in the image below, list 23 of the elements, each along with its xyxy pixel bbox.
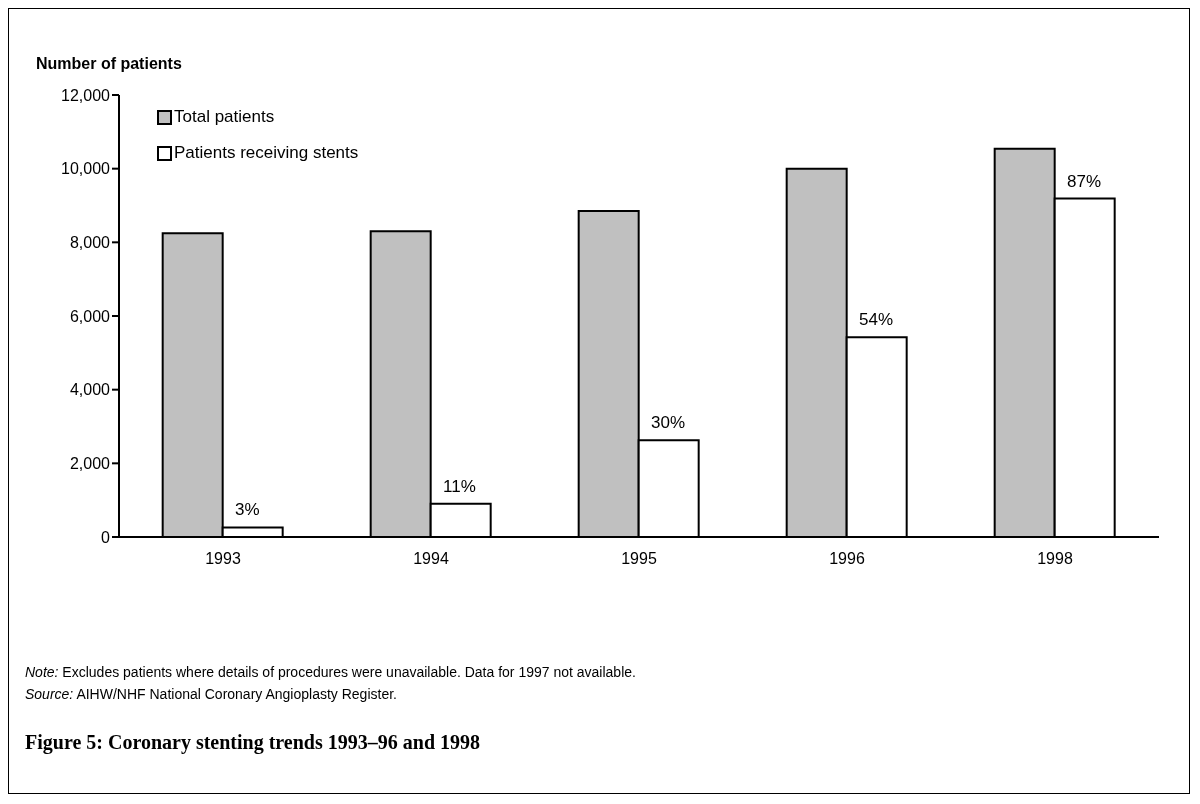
annotation: 87% [1067,171,1102,191]
annotation: 3% [235,500,260,520]
legend-label: Patients receiving stents [174,143,359,163]
x-tick-label: 1998 [1037,550,1073,568]
annotation: 11% [443,476,476,496]
y-tick-label: 10,000 [61,160,111,178]
source-note: Source: AIHW/NHF National Coronary Angioplasty Register. [25,685,398,704]
y-tick-label: 0 [101,528,111,546]
x-tick-label: 1993 [205,550,241,568]
y-tick-label: 6,000 [69,307,111,325]
legend-label: Total patients [174,107,275,127]
y-axis-title: Number of patients [36,55,182,73]
y-tick-label: 4,000 [69,381,111,399]
y-tick-label: 2,000 [69,455,111,473]
y-tick-label: 12,000 [61,86,111,104]
annotation: 30% [651,413,686,433]
x-tick-label: 1995 [621,550,657,568]
y-tick-label: 8,000 [69,234,111,252]
annotation: 54% [859,310,894,330]
x-tick-label: 1996 [829,550,865,568]
text: Note: Excludes patients where details of procedures were unavailable. Data for 1997 not available. [25,663,636,682]
x-tick-label: 1994 [413,550,449,568]
text: Figure 5: Coronary stenting trends 1993–96 and 1998 [25,731,481,754]
